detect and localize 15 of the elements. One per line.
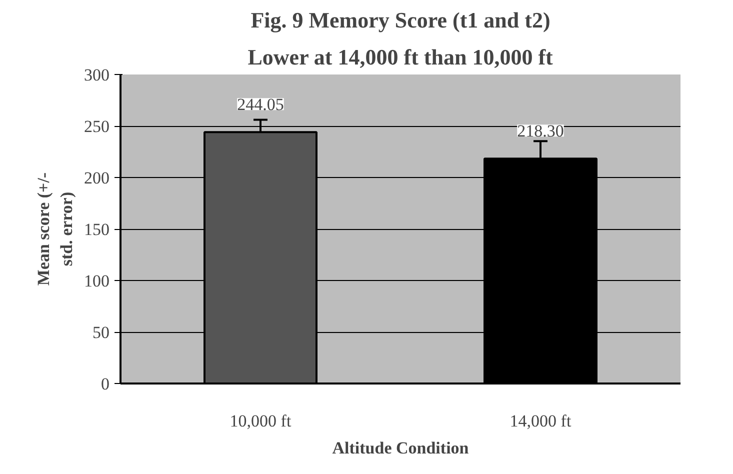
x-tick-label: 14,000 ft (510, 412, 572, 430)
x-tick-label: 10,000 ft (230, 412, 292, 430)
data-label: 218.30 (517, 122, 564, 141)
y-tick-label: 200 (84, 168, 110, 188)
y-tick-label: 50 (92, 323, 110, 342)
chart-subtitle: Lower at 14,000 ft than 10,000 ft (248, 44, 554, 70)
y-tick-label: 0 (101, 374, 110, 394)
y-axis-title: Mean score (+/- std. error) (34, 172, 76, 286)
data-label: 244.05 (237, 95, 284, 114)
x-axis-title: Altitude Condition (332, 438, 470, 458)
y-tick-label: 250 (84, 117, 110, 136)
y-tick-label: 300 (84, 66, 110, 84)
y-tick-label: 150 (84, 220, 110, 239)
y-tick-label: 100 (84, 272, 110, 290)
chart-title: Fig. 9 Memory Score (t1 and t2) (250, 8, 550, 32)
